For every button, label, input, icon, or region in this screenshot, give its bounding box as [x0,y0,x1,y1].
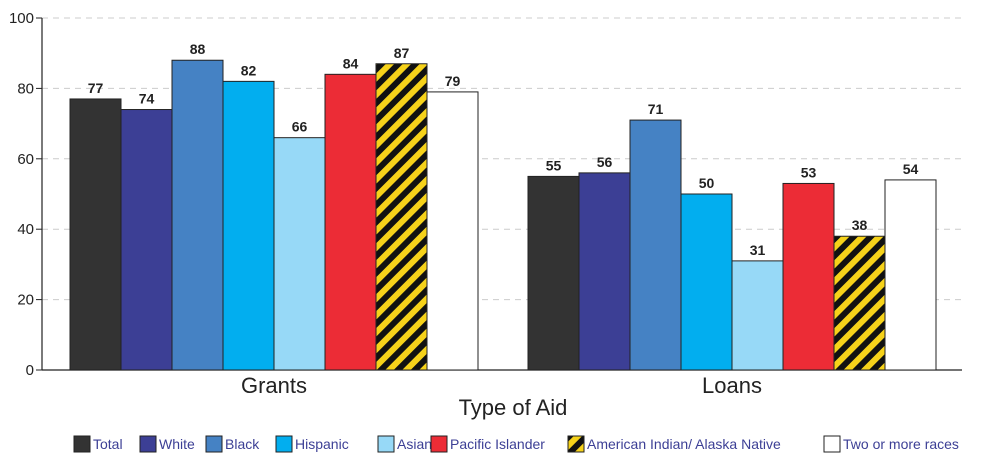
legend-swatch [205,435,223,453]
y-tick-label: 40 [17,221,34,238]
x-axis-categories: Grants Loans [241,373,762,398]
bar-loans-two-or-more-races [884,179,937,371]
bar-loans-white [578,172,631,371]
data-label: 66 [292,119,308,135]
legend-label: Hispanic [295,436,349,452]
bar-loans-pacific-islander [782,182,835,371]
bar-grants-two-or-more-races [426,91,479,371]
bar-grants-total [69,98,122,371]
bar-grants-hispanic [222,80,275,371]
y-tick-label: 20 [17,292,34,309]
bar-loans-asian [731,260,784,371]
bar-grants-white [120,109,173,371]
data-labels: 77 74 88 82 66 84 87 79 55 56 71 50 31 53 38 54 [88,41,919,258]
legend-label: White [159,436,195,452]
legend-swatch [275,435,293,453]
data-label: 79 [445,73,461,89]
data-label: 74 [139,91,155,107]
bar-loans-total [527,175,580,371]
legend-label: Total [93,436,123,452]
legend: Total White Black Hispanic Asian Pacific Isla… [73,435,959,453]
data-label: 38 [852,217,868,233]
bars [69,59,937,371]
bar-loans-black [629,119,682,371]
y-tick-label: 80 [17,80,34,97]
data-label: 88 [190,41,206,57]
data-label: 87 [394,45,410,61]
y-tick-label: 100 [9,10,34,27]
y-tick-label: 60 [17,151,34,168]
y-tick-label: 0 [26,362,34,379]
data-label: 31 [750,242,766,258]
x-category-label: Grants [241,373,307,398]
legend-swatch [823,435,841,453]
data-label: 77 [88,80,104,96]
x-category-label: Loans [702,373,762,398]
data-label: 50 [699,175,715,191]
data-label: 53 [801,164,817,180]
data-label: 54 [903,161,919,177]
legend-swatch [430,435,448,453]
legend-label: Pacific Islander [450,436,545,452]
legend-swatch [139,435,157,453]
x-axis-label: Type of Aid [459,395,568,420]
bar-loans-hispanic [680,193,733,371]
legend-label: Two or more races [843,436,959,452]
data-label: 82 [241,62,257,78]
legend-swatch [567,435,585,453]
legend-swatch [377,435,395,453]
bar-grants-black [171,59,224,371]
data-label: 55 [546,157,562,173]
legend-label: Black [225,436,260,452]
bar-grants-asian [273,137,326,371]
data-label: 56 [597,154,613,170]
data-label: 71 [648,101,664,117]
legend-swatch [73,435,91,453]
bar-loans-american-indian-alaska-native [833,235,886,371]
bar-grants-pacific-islander [324,73,377,371]
legend-label: Asian [397,436,432,452]
data-label: 84 [343,55,359,71]
legend-label: American Indian/ Alaska Native [587,436,781,452]
bar-grants-american-indian-alaska-native [375,63,428,371]
